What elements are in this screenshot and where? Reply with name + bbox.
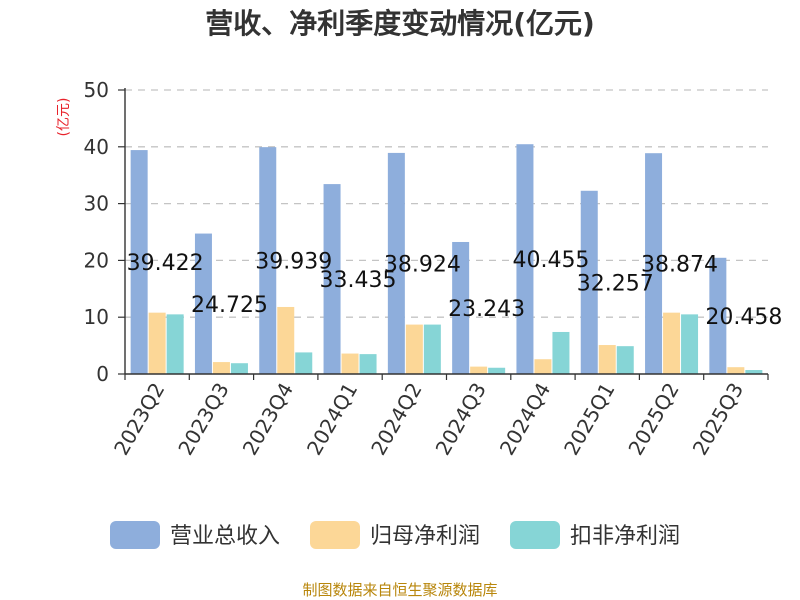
data-label: 20.458 xyxy=(705,305,782,330)
legend-swatch xyxy=(310,521,360,549)
bar-2025Q2-1 xyxy=(645,153,663,374)
bar-2025Q3-2 xyxy=(727,367,745,374)
axes xyxy=(118,88,769,380)
x-tick-label: 2025Q2 xyxy=(623,379,683,460)
bar-2023Q3-3 xyxy=(230,363,248,374)
gridlines xyxy=(125,89,768,318)
y-tick-label: 40 xyxy=(84,135,109,159)
bar-2023Q3-2 xyxy=(212,362,230,374)
bar-2025Q1-1 xyxy=(580,190,598,374)
bar-2025Q2-3 xyxy=(681,314,699,374)
data-label: 39.422 xyxy=(127,251,204,276)
y-tick-labels: 0 10 20 30 40 50 xyxy=(84,78,109,386)
legend-swatch xyxy=(510,521,560,549)
legend-label: 扣非净利润 xyxy=(570,524,680,549)
x-tick-label: 2023Q2 xyxy=(109,379,169,460)
data-label: 38.874 xyxy=(641,253,718,278)
data-label: 39.939 xyxy=(255,250,332,275)
bar-2024Q3-1 xyxy=(452,241,470,374)
y-tick-label: 20 xyxy=(84,248,109,272)
bar-2024Q1-1 xyxy=(323,184,341,374)
legend: 营业总收入 归母净利润 扣非净利润 xyxy=(110,521,680,549)
x-tick-label: 2024Q4 xyxy=(495,379,555,460)
bar-2023Q4-2 xyxy=(277,306,295,374)
source-note: 制图数据来自恒生聚源数据库 xyxy=(302,581,497,599)
bar-2024Q3-3 xyxy=(488,367,506,374)
bar-2025Q1-3 xyxy=(616,346,634,374)
bar-2024Q4-1 xyxy=(516,144,534,374)
bar-2025Q1-2 xyxy=(598,345,616,374)
x-tick-label: 2023Q3 xyxy=(173,379,233,460)
chart-title: 营收、净利季度变动情况(亿元) xyxy=(205,7,595,40)
bar-2024Q1-3 xyxy=(359,354,377,374)
y-tick-label: 30 xyxy=(84,192,109,216)
x-tick-label: 2024Q2 xyxy=(366,379,426,460)
x-tick-label: 2024Q1 xyxy=(302,379,362,460)
bar-2024Q2-2 xyxy=(405,324,423,374)
x-tick-label: 2025Q3 xyxy=(688,379,748,460)
y-tick-label: 0 xyxy=(96,362,109,386)
data-label: 24.725 xyxy=(191,293,268,318)
bar-2024Q1-2 xyxy=(341,353,359,374)
bar-2023Q2-2 xyxy=(148,312,166,374)
data-label: 38.924 xyxy=(384,252,461,277)
y-axis-label: (亿元) xyxy=(56,98,72,137)
y-tick-label: 50 xyxy=(84,78,109,102)
data-label: 40.455 xyxy=(512,248,589,273)
x-tick-label: 2023Q4 xyxy=(238,379,298,460)
bar-2023Q4-3 xyxy=(295,352,313,374)
data-label: 23.243 xyxy=(448,297,525,322)
bar-2024Q3-2 xyxy=(470,366,488,374)
legend-label: 营业总收入 xyxy=(170,524,280,549)
bar-2023Q2-3 xyxy=(166,314,184,374)
bar-2023Q4-1 xyxy=(259,147,277,374)
bar-2024Q4-2 xyxy=(534,359,552,374)
data-label: 32.257 xyxy=(577,271,654,296)
x-tick-labels: 2023Q2 2023Q3 2023Q4 2024Q1 2024Q2 2024Q3 2024… xyxy=(109,379,748,460)
bar-2025Q2-2 xyxy=(663,312,681,374)
y-tick-label: 10 xyxy=(84,305,109,329)
data-label: 33.435 xyxy=(320,268,397,293)
bar-2023Q2-1 xyxy=(130,150,148,374)
bars xyxy=(130,144,763,374)
legend-swatch xyxy=(110,521,160,549)
bar-2025Q3-3 xyxy=(745,370,763,374)
legend-label: 归母净利润 xyxy=(370,524,480,549)
bar-2023Q3-1 xyxy=(194,233,212,374)
bar-2025Q3-1 xyxy=(709,257,727,374)
x-tick-label: 2024Q3 xyxy=(431,379,491,460)
bar-2024Q4-3 xyxy=(552,331,570,374)
bar-2024Q2-3 xyxy=(423,324,441,374)
bar-2024Q2-1 xyxy=(387,152,405,374)
x-tick-label: 2025Q1 xyxy=(559,379,619,460)
